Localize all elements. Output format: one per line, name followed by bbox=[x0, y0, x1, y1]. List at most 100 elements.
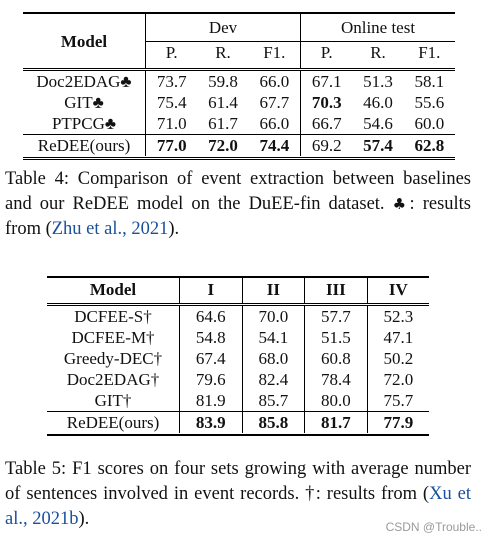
table5-cell: 54.8 bbox=[179, 327, 243, 348]
table5-cell: 83.9 bbox=[179, 411, 243, 433]
table4-cell: 51.3 bbox=[352, 68, 404, 92]
table-row: GIT♣ 75.4 61.4 67.7 70.3 46.0 55.6 bbox=[23, 92, 455, 113]
table5-cell: 57.7 bbox=[304, 303, 368, 327]
table4-caption-label: Table 4: bbox=[5, 169, 69, 189]
table5-cell: 77.9 bbox=[367, 411, 429, 433]
table4-cell: 73.7 bbox=[145, 68, 198, 92]
table5-bottom-rule bbox=[47, 434, 429, 436]
table5-model-cell: DCFEE-S† bbox=[47, 303, 180, 327]
table4-cell: 75.4 bbox=[156, 93, 187, 112]
table5-cell: 50.2 bbox=[383, 349, 414, 368]
table4-subheader: P. bbox=[145, 41, 198, 70]
table-row: PTPCG♣ 71.0 61.7 66.0 66.7 54.6 60.0 bbox=[23, 113, 455, 135]
table5-cell: 72.0 bbox=[383, 370, 414, 389]
table5-cell: 54.1 bbox=[242, 327, 306, 348]
table4-cell: 72.0 bbox=[197, 134, 249, 156]
table4-caption-end: ). bbox=[168, 219, 180, 239]
table5-cell: 78.4 bbox=[304, 369, 368, 390]
table5-header-row: Model I II III IV bbox=[47, 276, 429, 305]
table4-cell: 60.0 bbox=[403, 113, 455, 135]
table4-cell: 46.0 bbox=[363, 93, 393, 112]
table5-header: II bbox=[242, 276, 306, 305]
table4-subheader: F1. bbox=[403, 41, 455, 70]
table4: Model Dev Online test P. R. F1. P. R. F1… bbox=[23, 12, 455, 156]
table-row-ours: ReDEE(ours) 83.9 85.8 81.7 77.9 bbox=[47, 411, 429, 433]
table-row: GIT† 81.9 85.7 80.0 75.7 bbox=[47, 390, 429, 412]
table4-cell: 69.2 bbox=[300, 134, 353, 156]
table4-cell: 62.8 bbox=[403, 134, 455, 156]
table5-cell: 47.1 bbox=[383, 328, 414, 347]
table4-bottom-rule bbox=[23, 157, 455, 160]
table4-cell: 71.0 bbox=[145, 113, 198, 135]
table4-subheader-row: P. R. F1. P. R. F1. bbox=[23, 41, 455, 70]
table5-cell: 60.8 bbox=[304, 348, 368, 369]
watermark: CSDN @Trouble.. bbox=[385, 520, 482, 534]
table5-caption-note: †: results from ( bbox=[305, 484, 430, 504]
table4-cell: 57.4 bbox=[352, 134, 404, 156]
table-row: DCFEE-S† 64.6 70.0 57.7 52.3 bbox=[47, 303, 429, 327]
table5-cell: 82.4 bbox=[242, 369, 306, 390]
table5-cell: 52.3 bbox=[367, 303, 429, 327]
table4-cell: 55.6 bbox=[414, 93, 445, 112]
table4-model-cell: ReDEE(ours) bbox=[23, 134, 146, 156]
table4-cell: 66.0 bbox=[248, 113, 302, 135]
table-row-ours: ReDEE(ours) 77.0 72.0 74.4 69.2 57.4 62.… bbox=[23, 134, 455, 156]
table5-cell: 70.0 bbox=[242, 303, 306, 327]
table-row: Greedy-DEC† 67.4 68.0 60.8 50.2 bbox=[47, 348, 429, 369]
table5-header: Model bbox=[47, 276, 180, 305]
table4-header-online: Online test bbox=[340, 18, 416, 37]
table4-cell: 77.0 bbox=[145, 134, 198, 156]
table4-cell: 67.1 bbox=[300, 68, 353, 92]
table4-cell: 70.3 bbox=[311, 93, 342, 112]
table4-cell: 58.1 bbox=[403, 68, 455, 92]
table5-header: I bbox=[179, 276, 243, 305]
club-icon: ♣ bbox=[392, 195, 410, 213]
table4-subheader: R. bbox=[197, 41, 249, 70]
table5-header: IV bbox=[388, 280, 408, 299]
table5-cell: 51.5 bbox=[304, 327, 368, 348]
table4-cell: 61.4 bbox=[208, 93, 238, 112]
table5-cell: 80.0 bbox=[304, 390, 368, 412]
table5-model-cell: ReDEE(ours) bbox=[47, 411, 180, 433]
table5: Model I II III IV DCFEE-S† 64.6 70.0 57.… bbox=[47, 276, 429, 433]
table4-header-model: Model bbox=[23, 12, 146, 70]
table5-caption-end: ). bbox=[78, 509, 90, 529]
table5-cell: 75.7 bbox=[383, 391, 414, 410]
table5-cell: 79.6 bbox=[179, 369, 243, 390]
table5-caption: Table 5: F1 scores on four sets growing … bbox=[5, 457, 471, 532]
table4-model-cell: GIT♣ bbox=[23, 92, 146, 113]
table4-cell: 61.7 bbox=[197, 113, 249, 135]
table5-caption-text: F1 scores on four sets growing with aver… bbox=[5, 459, 471, 504]
table5-model-cell: GIT† bbox=[47, 390, 180, 412]
table4-header-dev: Dev bbox=[145, 12, 302, 42]
table-row: Doc2EDAG† 79.6 82.4 78.4 72.0 bbox=[47, 369, 429, 390]
table5-cell: 85.8 bbox=[242, 411, 306, 433]
table4-cell: 66.0 bbox=[248, 68, 302, 92]
table5-citation-link[interactable]: Xu et al., 2021b bbox=[5, 484, 472, 529]
table4-cell: 59.8 bbox=[197, 68, 249, 92]
table5-model-cell: DCFEE-M† bbox=[47, 327, 180, 348]
table4-cell: 74.4 bbox=[248, 134, 302, 156]
table4-caption-note: : results from ( bbox=[5, 194, 471, 239]
table5-cell: 81.9 bbox=[179, 390, 243, 412]
table5-model-cell: Doc2EDAG† bbox=[47, 369, 180, 390]
table5-model-cell: Greedy-DEC† bbox=[47, 348, 180, 369]
table5-cell: 64.6 bbox=[179, 303, 243, 327]
table5-caption-label: Table 5: bbox=[5, 459, 67, 479]
table4-group-header-row: Model Dev Online test bbox=[23, 12, 455, 70]
table-row: Doc2EDAG♣ 73.7 59.8 66.0 67.1 51.3 58.1 bbox=[23, 68, 455, 92]
table5-cell: 85.7 bbox=[242, 390, 306, 412]
table4-model-cell: Doc2EDAG♣ bbox=[23, 68, 146, 92]
table5-header: III bbox=[304, 276, 368, 305]
table-row: DCFEE-M† 54.8 54.1 51.5 47.1 bbox=[47, 327, 429, 348]
table4-caption: Table 4: Comparison of event extraction … bbox=[5, 167, 471, 242]
table5-cell: 81.7 bbox=[304, 411, 368, 433]
table4-subheader: P. bbox=[300, 41, 353, 70]
table4-subheader: R. bbox=[352, 41, 404, 70]
table4-model-cell: PTPCG♣ bbox=[23, 113, 146, 135]
table4-cell: 54.6 bbox=[352, 113, 404, 135]
table4-citation-link[interactable]: Zhu et al., 2021 bbox=[51, 219, 169, 239]
table4-cell: 66.7 bbox=[300, 113, 353, 135]
table4-caption-text: Comparison of event extraction between b… bbox=[5, 169, 471, 214]
table4-subheader: F1. bbox=[248, 41, 302, 70]
